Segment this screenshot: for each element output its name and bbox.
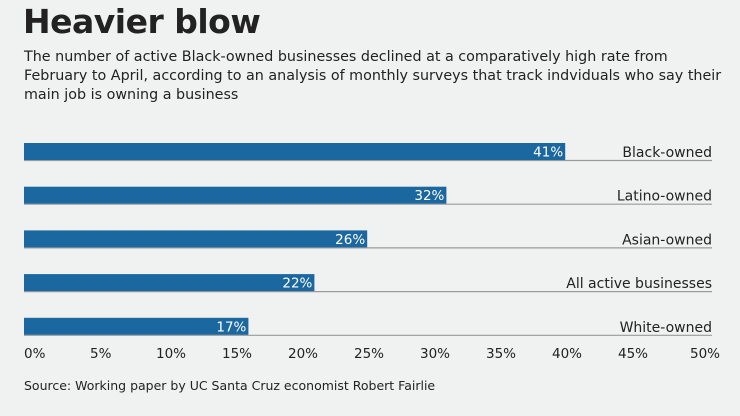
bar-value-label: 22% <box>282 276 312 292</box>
source-note: Source: Working paper by UC Santa Cruz e… <box>24 378 436 393</box>
category-label: All active businesses <box>566 276 712 292</box>
x-tick-label: 20% <box>288 346 318 362</box>
x-tick-label: 50% <box>690 346 720 362</box>
chart-title: Heavier blow <box>23 2 261 41</box>
x-tick-label: 0% <box>24 346 46 362</box>
x-tick-label: 15% <box>222 346 252 362</box>
bar-value-label: 17% <box>216 319 246 335</box>
bar <box>24 143 566 160</box>
x-tick-label: 5% <box>90 346 112 362</box>
category-label: Latino-owned <box>617 189 712 205</box>
bar-value-label: 32% <box>414 188 444 204</box>
x-tick-label: 35% <box>486 346 516 362</box>
category-label: Black-owned <box>622 145 712 161</box>
x-tick-label: 25% <box>354 346 384 362</box>
bar <box>24 230 368 248</box>
x-tick-label: 10% <box>156 346 186 362</box>
x-tick-label: 40% <box>552 346 582 362</box>
x-tick-label: 30% <box>420 346 450 362</box>
bar-value-label: 41% <box>533 145 563 161</box>
category-label: White-owned <box>620 320 712 336</box>
bar <box>24 274 315 292</box>
category-label: Asian-owned <box>622 232 712 248</box>
bar-value-label: 26% <box>335 232 365 248</box>
bar <box>24 186 447 204</box>
x-tick-label: 45% <box>618 346 648 362</box>
chart-subtitle: The number of active Black-owned busines… <box>24 49 722 103</box>
bar <box>24 317 249 335</box>
